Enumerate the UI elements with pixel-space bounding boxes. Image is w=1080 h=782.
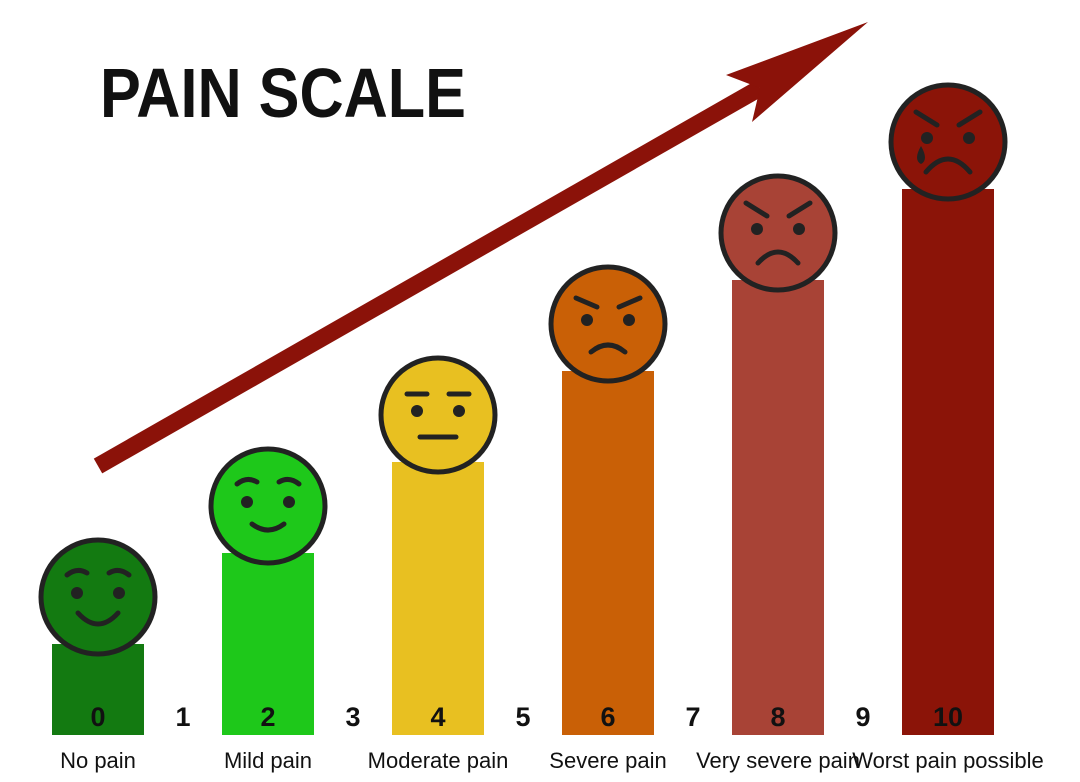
level-number-0: 0: [90, 702, 105, 732]
arrow-shaft: [93, 80, 765, 474]
level-number-2: 2: [260, 702, 275, 732]
pain-level-numbers: 0 2 4 6 8 10: [90, 702, 963, 732]
bar-very-severe-pain: [732, 280, 824, 735]
level-label-mild-pain: Mild pain: [224, 748, 312, 773]
face-frown-icon: [548, 264, 668, 384]
face-frown-angry-icon: [718, 173, 838, 293]
level-label-no-pain: No pain: [60, 748, 136, 773]
level-number-8: 8: [770, 702, 785, 732]
pain-level-bars: [52, 189, 994, 735]
level-label-very-severe-pain: Very severe pain: [696, 748, 860, 773]
level-number-9: 9: [855, 702, 870, 732]
level-label-worst-pain-possible: Worst pain possible: [852, 748, 1044, 773]
bar-moderate-pain: [392, 462, 484, 735]
bar-worst-pain-possible: [902, 189, 994, 735]
level-number-5: 5: [515, 702, 530, 732]
face-crying-icon: [888, 82, 1008, 202]
level-label-severe-pain: Severe pain: [549, 748, 666, 773]
face-neutral-icon: [378, 355, 498, 475]
intermediate-numbers: 1 3 5 7 9: [175, 702, 870, 732]
bar-severe-pain: [562, 371, 654, 735]
bar-no-pain: [52, 644, 144, 735]
increasing-pain-arrow: [93, 22, 868, 474]
level-number-1: 1: [175, 702, 190, 732]
level-number-7: 7: [685, 702, 700, 732]
tear-icon: [917, 146, 925, 164]
level-label-moderate-pain: Moderate pain: [368, 748, 509, 773]
face-smile-icon: [208, 446, 328, 566]
pain-level-labels: No pain Mild pain Moderate pain Severe pain…: [60, 748, 1044, 773]
face-smile-big-icon: [38, 537, 158, 657]
page-title: PAIN SCALE: [100, 54, 466, 132]
level-number-4: 4: [430, 702, 445, 732]
pain-level-faces: [38, 82, 1008, 657]
level-number-6: 6: [600, 702, 615, 732]
level-number-10: 10: [933, 702, 963, 732]
bar-mild-pain: [222, 553, 314, 735]
arrow-head: [726, 22, 868, 122]
level-number-3: 3: [345, 702, 360, 732]
